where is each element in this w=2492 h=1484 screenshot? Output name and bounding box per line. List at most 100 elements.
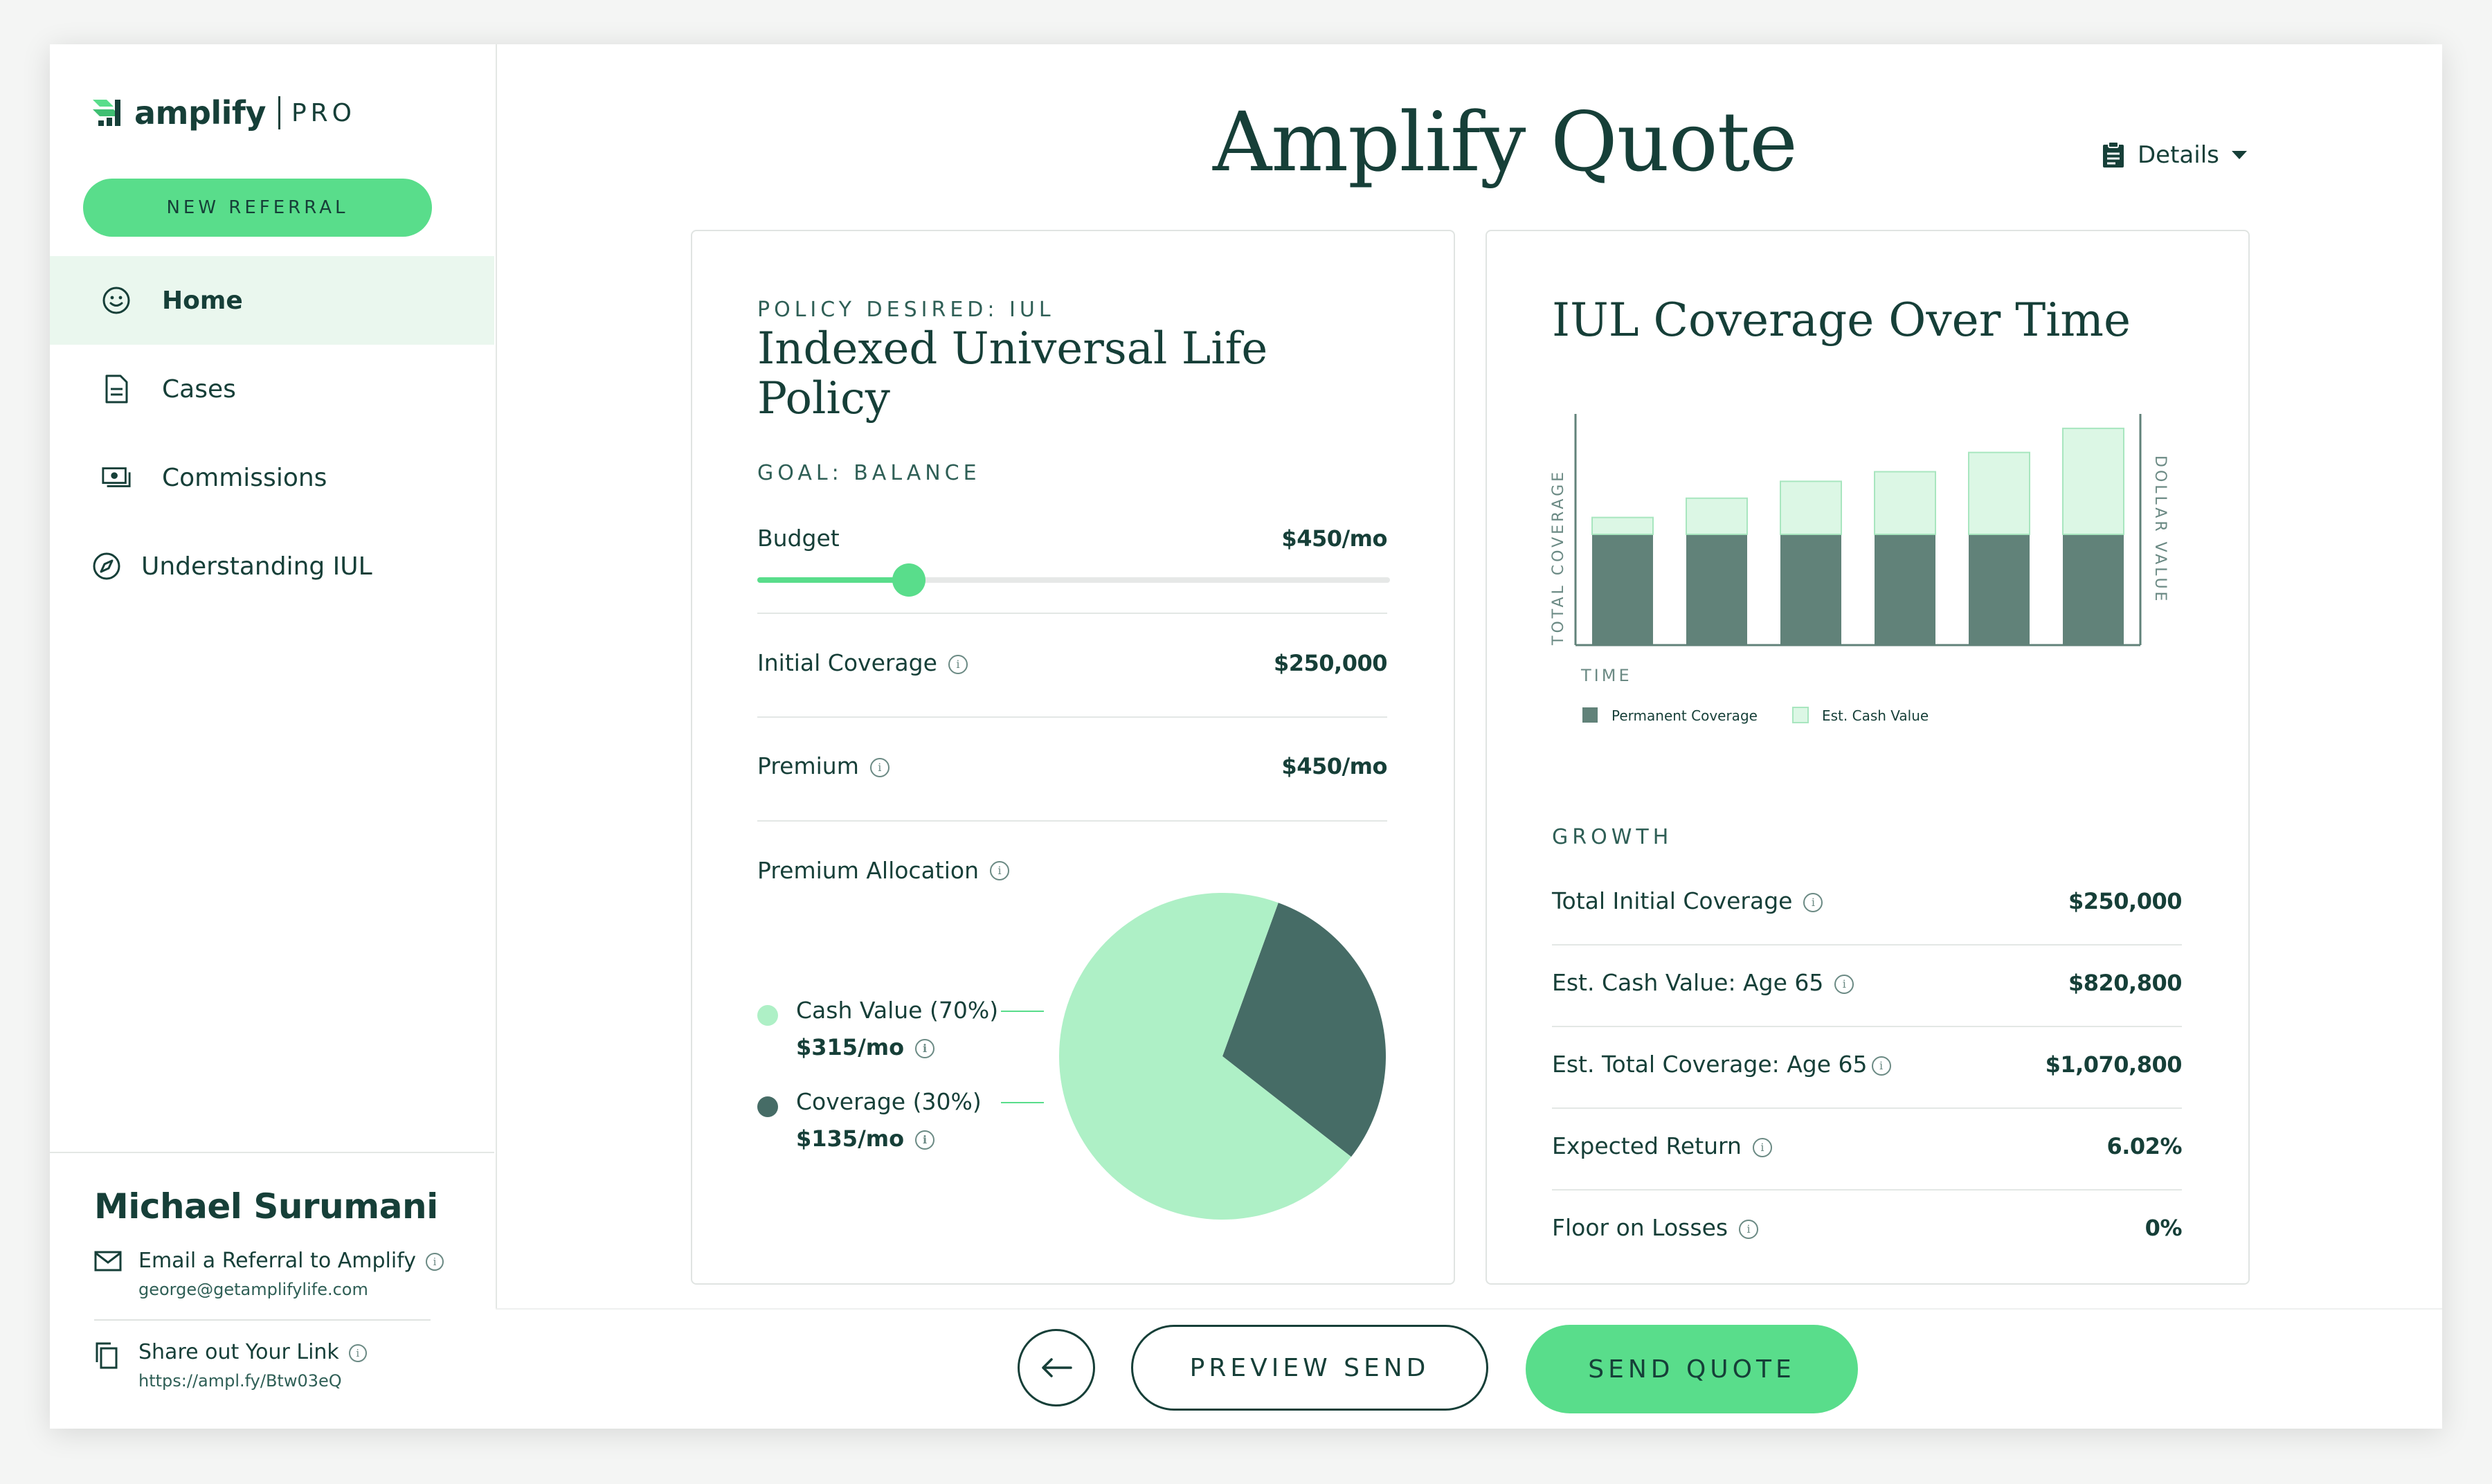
x-axis-label: TIME — [1580, 666, 1632, 685]
growth-row-total-initial: Total Initial Coverage i $250,000 — [1552, 887, 2183, 914]
legend-connector — [1001, 1011, 1044, 1012]
legend-label-permanent: Permanent Coverage — [1611, 707, 1758, 724]
divider — [757, 716, 1387, 718]
share-link-label: Share out Your Link — [138, 1340, 339, 1364]
budget-slider[interactable] — [757, 563, 1390, 597]
info-icon[interactable]: i — [1752, 1137, 1772, 1157]
legend-amount-cash-value: $315/mo — [796, 1034, 905, 1060]
info-icon[interactable]: i — [869, 757, 890, 777]
y-axis-label: TOTAL COVERAGE — [1550, 469, 1567, 646]
divider — [757, 613, 1387, 614]
legend-label-cash: Est. Cash Value — [1822, 707, 1929, 724]
coverage-bar-chart: TOTAL COVERAGE DOLLAR VALUE TIME Permanent … — [1550, 414, 2169, 724]
policy-title-line1: Indexed Universal Life — [757, 323, 1268, 374]
growth-row-floor: Floor on Losses i 0% — [1552, 1214, 2183, 1241]
new-referral-button[interactable]: NEW REFERRAL — [83, 179, 432, 237]
sidebar: amplify PRO NEW REFERRAL Home Cases — [50, 44, 497, 1429]
growth-label: Floor on Losses — [1552, 1214, 1728, 1241]
legend-connector — [1001, 1102, 1044, 1103]
budget-slider-thumb[interactable] — [892, 563, 926, 597]
divider — [1552, 944, 2182, 945]
sidebar-item-label: Commissions — [162, 463, 327, 492]
policy-card: POLICY DESIRED: IUL Indexed Universal Li… — [691, 230, 1455, 1285]
sidebar-nav: Home Cases Commissions Understanding IUL — [50, 256, 494, 610]
allocation-pie-chart — [1059, 893, 1386, 1220]
info-icon[interactable]: i — [990, 860, 1010, 880]
preview-send-button[interactable]: PREVIEW SEND — [1131, 1325, 1488, 1411]
chevron-down-icon — [2231, 151, 2247, 159]
email-referral-link[interactable]: Email a Referral to Amplify i george@geta… — [94, 1249, 444, 1299]
info-icon[interactable]: i — [1803, 892, 1823, 912]
sidebar-rule — [94, 1319, 431, 1321]
legend-amount-coverage: $135/mo i — [796, 1125, 935, 1152]
info-icon[interactable]: i — [425, 1252, 444, 1271]
growth-value: $820,800 — [2068, 969, 2183, 996]
send-quote-button[interactable]: SEND QUOTE — [1526, 1325, 1858, 1413]
document-icon — [101, 374, 132, 404]
initial-coverage-value: $250,000 — [1273, 649, 1388, 676]
budget-label: Budget — [757, 525, 840, 552]
info-icon[interactable]: i — [915, 1039, 935, 1058]
growth-row-cash-value: Est. Cash Value: Age 65 i $820,800 — [1552, 969, 2183, 996]
legend-dot-cash — [757, 1005, 778, 1026]
legend-swatch-cash — [1792, 707, 1809, 723]
info-icon[interactable]: i — [915, 1130, 935, 1150]
user-name: Michael Surumani — [94, 1186, 438, 1227]
sidebar-item-cases[interactable]: Cases — [50, 345, 494, 433]
growth-label: Expected Return — [1552, 1132, 1742, 1159]
budget-slider-fill — [757, 577, 910, 583]
details-dropdown[interactable]: Details — [2102, 141, 2247, 169]
share-url: https://ampl.fy/Btw03eQ — [138, 1371, 342, 1391]
back-button[interactable] — [1018, 1329, 1095, 1406]
sidebar-item-understanding-iul[interactable]: Understanding IUL — [50, 522, 494, 610]
legend-dot-coverage — [757, 1096, 778, 1117]
sidebar-item-label: Home — [162, 286, 243, 315]
bar-permanent-1 — [1592, 534, 1653, 645]
sidebar-item-commissions[interactable]: Commissions — [50, 433, 494, 522]
amplify-logo-icon — [93, 100, 120, 126]
app-window: amplify PRO NEW REFERRAL Home Cases — [50, 44, 2442, 1429]
sidebar-item-home[interactable]: Home — [50, 256, 494, 345]
bar-cash-2 — [1686, 497, 1748, 535]
info-icon[interactable]: i — [348, 1343, 367, 1362]
bar-cash-1 — [1591, 516, 1654, 535]
premium-row: Premium i $450/mo — [757, 752, 1387, 779]
info-icon[interactable]: i — [1834, 974, 1854, 994]
growth-heading: GROWTH — [1552, 825, 1673, 849]
bar-cash-5 — [1968, 451, 2030, 535]
policy-title: Indexed Universal Life Policy — [757, 324, 1267, 424]
share-link[interactable]: Share out Your Link i https://ampl.fy/Btw… — [94, 1340, 367, 1391]
initial-coverage-row: Initial Coverage i $250,000 — [757, 649, 1388, 676]
logo-separator — [278, 96, 280, 129]
legend-amount-coverage-value: $135/mo — [796, 1125, 905, 1152]
growth-value: 0% — [2145, 1214, 2183, 1241]
info-icon[interactable]: i — [948, 654, 968, 674]
smiley-icon — [101, 285, 132, 316]
bar-cash-3 — [1780, 480, 1842, 535]
divider — [1552, 1107, 2182, 1109]
initial-coverage-label: Initial Coverage — [757, 649, 937, 676]
email-referral-label: Email a Referral to Amplify — [138, 1249, 416, 1273]
growth-value: 6.02% — [2106, 1132, 2182, 1159]
compass-icon — [91, 551, 122, 581]
info-icon[interactable]: i — [1871, 1056, 1891, 1076]
bar-permanent-6 — [2063, 534, 2124, 645]
info-icon[interactable]: i — [1739, 1219, 1759, 1239]
sidebar-divider — [50, 1152, 494, 1153]
coverage-card: IUL Coverage Over Time TOTAL COVERAGE DOL… — [1486, 230, 2250, 1285]
copy-icon — [94, 1341, 122, 1369]
page-title: Amplify Quote — [1213, 94, 1798, 190]
policy-title-line2: Policy — [757, 373, 890, 424]
bar-cash-6 — [2062, 427, 2124, 535]
y2-axis-label: DOLLAR VALUE — [2151, 455, 2169, 604]
divider — [757, 820, 1387, 822]
bar-permanent-2 — [1686, 534, 1747, 645]
divider — [1552, 1189, 2182, 1191]
amplify-logo[interactable]: amplify PRO — [93, 94, 356, 132]
pie-slice-coverage — [1222, 903, 1386, 1157]
premium-label: Premium — [757, 752, 859, 779]
logo-tier: PRO — [291, 98, 356, 127]
policy-eyebrow: POLICY DESIRED: IUL — [757, 298, 1055, 322]
arrow-left-icon — [1042, 1358, 1072, 1377]
bar-permanent-4 — [1875, 534, 1935, 645]
